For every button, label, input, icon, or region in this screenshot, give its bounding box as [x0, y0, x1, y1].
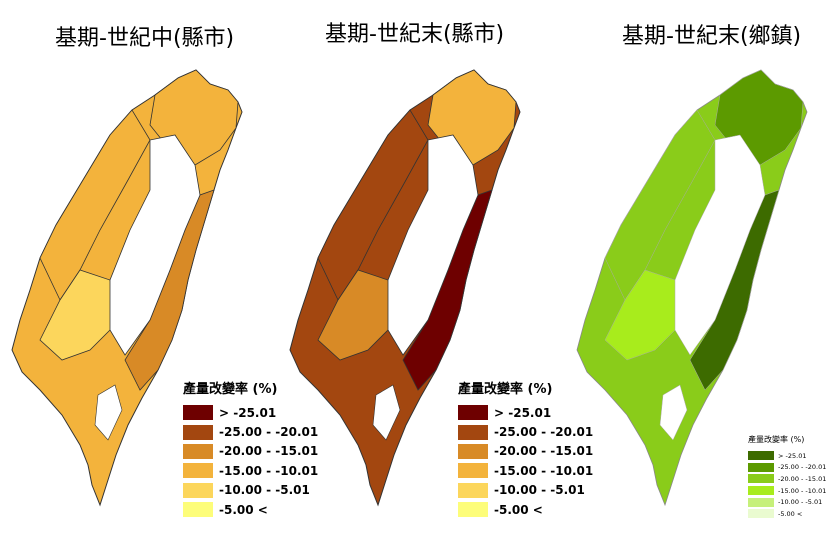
panel-2-legend: 產量改變率 (%) > -25.01 -25.00 - -20.01 -20.00 …: [458, 378, 593, 519]
legend-row: -15.00 - -10.01: [458, 461, 593, 480]
panel-3-title: 基期-世紀末(鄉鎮): [622, 24, 802, 49]
legend-row: -25.00 - -20.01: [748, 462, 826, 474]
legend-label: -10.00 - -5.01: [778, 498, 823, 507]
panel-3-legend: 產量改變率 (%) > -25.01 -25.00 - -20.01 -20.00 …: [748, 434, 826, 520]
legend-row: -25.00 - -20.01: [183, 422, 318, 441]
legend-row: -5.00 <: [183, 500, 318, 519]
legend-label: -20.00 - -15.01: [219, 444, 319, 459]
legend-row: -25.00 - -20.01: [458, 422, 593, 441]
legend-label: > -25.01: [494, 405, 552, 420]
legend-label: -25.00 - -20.01: [219, 425, 319, 440]
panel-1-legend: 產量改變率 (%) > -25.01 -25.00 - -20.01 -20.00 …: [183, 378, 318, 519]
panel-2-title: 基期-世紀末(縣市): [325, 22, 505, 47]
legend-row: > -25.01: [183, 403, 318, 422]
legend-swatch: [748, 451, 774, 461]
legend-label: > -25.01: [778, 451, 807, 460]
legend-label: > -25.01: [219, 405, 277, 420]
legend-swatch: [458, 463, 488, 479]
legend-title: 產量改變率 (%): [183, 382, 278, 397]
legend-swatch: [183, 405, 213, 421]
legend-swatch: [748, 509, 774, 519]
panel-1-taiwan-map: [11, 69, 243, 507]
legend-rows: > -25.01 -25.00 - -20.01 -20.00 - -15.01 -1…: [748, 450, 826, 520]
legend-row: -5.00 <: [748, 508, 826, 520]
legend-title: 產量改變率 (%): [748, 435, 805, 444]
legend-label: -25.00 - -20.01: [494, 425, 594, 440]
legend-row: -10.00 - -5.01: [748, 496, 826, 508]
legend-label: -20.00 - -15.01: [494, 444, 594, 459]
legend-swatch: [748, 462, 774, 472]
legend-row: -10.00 - -5.01: [458, 481, 593, 500]
legend-swatch: [183, 502, 213, 518]
map-region-south-white: [372, 384, 401, 441]
legend-label: -15.00 - -10.01: [778, 486, 827, 495]
map-region-mountain: [674, 134, 766, 356]
legend-row: -20.00 - -15.01: [183, 442, 318, 461]
legend-label: -15.00 - -10.01: [219, 463, 319, 478]
legend-swatch: [458, 482, 488, 498]
legend-swatch: [183, 443, 213, 459]
legend-row: -10.00 - -5.01: [183, 481, 318, 500]
legend-label: -5.00 <: [219, 502, 268, 517]
legend-swatch: [748, 486, 774, 496]
legend-label: -25.00 - -20.01: [778, 463, 827, 472]
legend-rows: > -25.01 -25.00 - -20.01 -20.00 - -15.01 -1…: [183, 403, 318, 519]
legend-swatch: [183, 424, 213, 440]
legend-row: > -25.01: [458, 403, 593, 422]
legend-label: -15.00 - -10.01: [494, 463, 594, 478]
legend-rows: > -25.01 -25.00 - -20.01 -20.00 - -15.01 -1…: [458, 403, 593, 519]
panel-3-taiwan-map: [576, 69, 808, 507]
legend-row: -15.00 - -10.01: [748, 485, 826, 497]
legend-row: -20.00 - -15.01: [748, 473, 826, 485]
legend-row: -15.00 - -10.01: [183, 461, 318, 480]
map-region-plain: [604, 269, 686, 361]
legend-swatch: [183, 463, 213, 479]
legend-swatch: [748, 497, 774, 507]
map-region-mountain: [387, 134, 479, 356]
legend-label: -20.00 - -15.01: [778, 474, 827, 483]
panel-1-title: 基期-世紀中(縣市): [55, 26, 235, 51]
map-region-south-white: [94, 384, 123, 441]
legend-swatch: [458, 502, 488, 518]
map-region-plain: [39, 269, 121, 361]
map-region-south-white: [659, 384, 688, 441]
legend-label: -10.00 - -5.01: [494, 483, 585, 498]
legend-swatch: [748, 474, 774, 484]
legend-label: -10.00 - -5.01: [219, 483, 310, 498]
legend-row: > -25.01: [748, 450, 826, 462]
legend-swatch: [183, 482, 213, 498]
legend-label: -5.00 <: [494, 502, 543, 517]
panel-2-taiwan-map: [289, 69, 521, 507]
legend-swatch: [458, 424, 488, 440]
legend-swatch: [458, 443, 488, 459]
legend-swatch: [458, 405, 488, 421]
legend-label: -5.00 <: [778, 509, 803, 518]
legend-row: -5.00 <: [458, 500, 593, 519]
map-region-plain: [317, 269, 399, 361]
legend-row: -20.00 - -15.01: [458, 442, 593, 461]
map-region-mountain: [109, 134, 201, 356]
legend-title: 產量改變率 (%): [458, 382, 553, 397]
